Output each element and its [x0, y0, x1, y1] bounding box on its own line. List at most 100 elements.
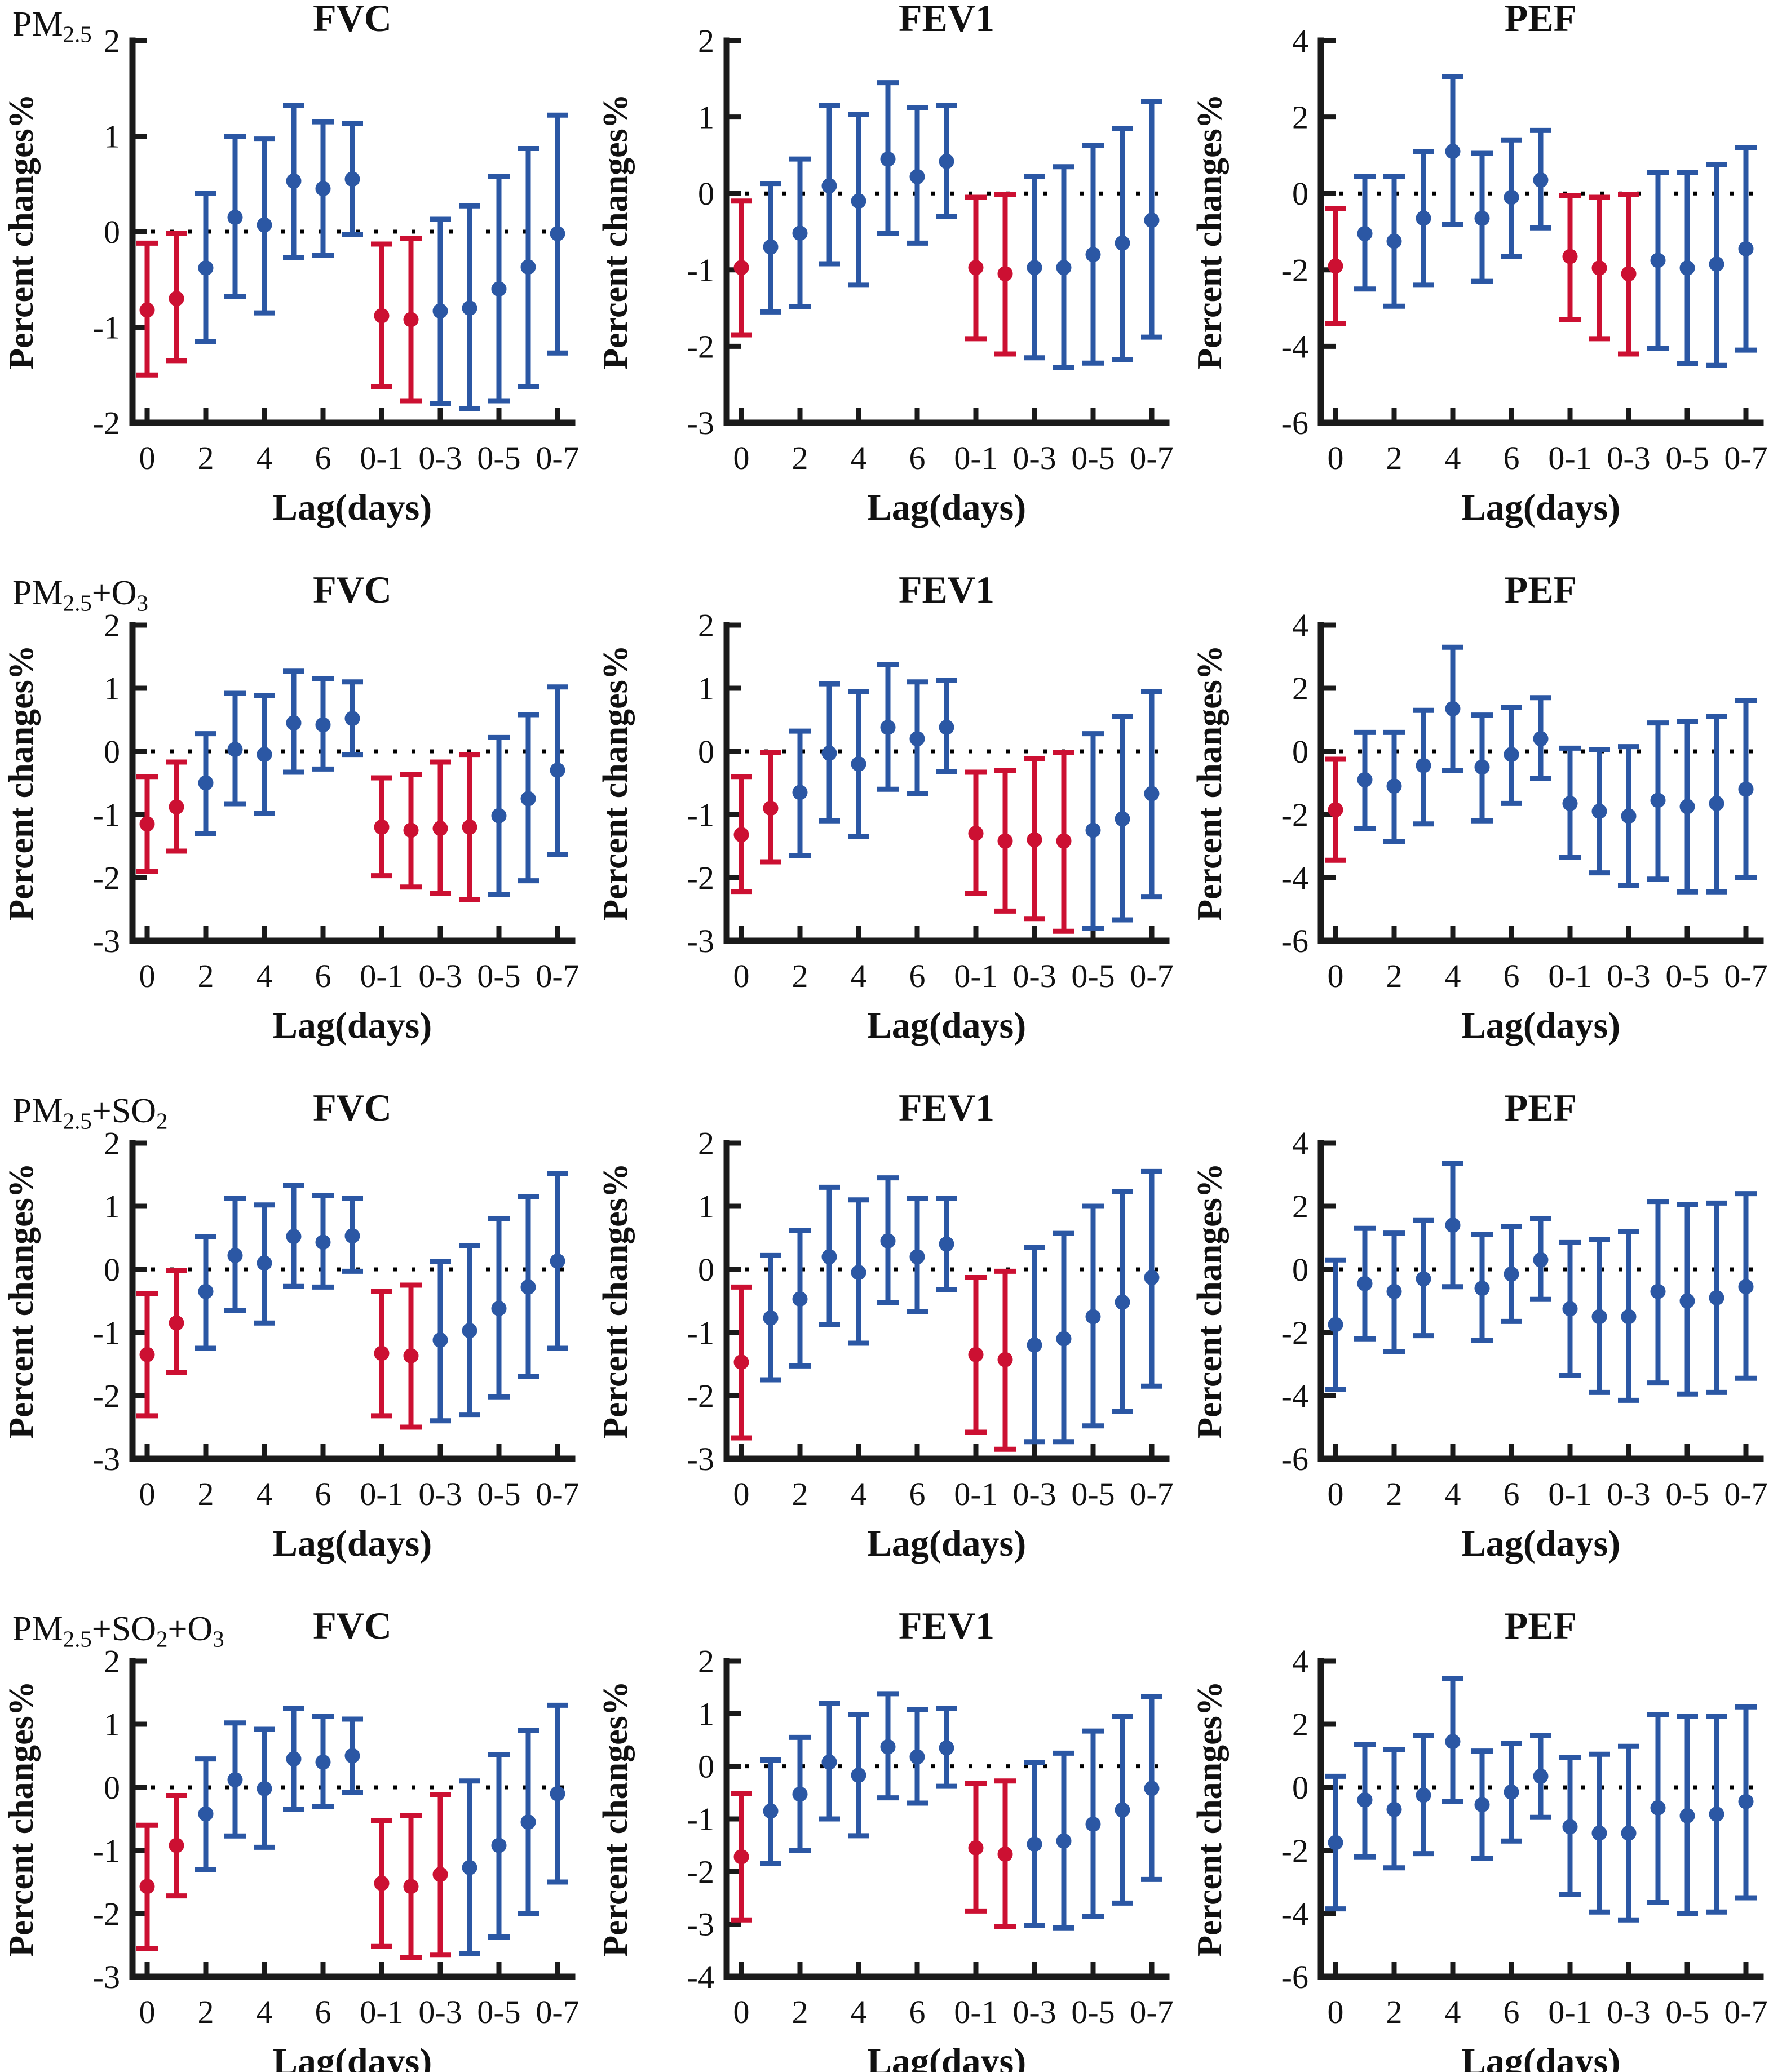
- point-estimate-dot: [491, 808, 507, 824]
- y-axis-label: Percent changes%: [596, 1681, 635, 1957]
- errorbar-pm25-o3-fvc-lag-0-4: [459, 752, 480, 902]
- y-tick-label: -2: [687, 328, 714, 365]
- y-tick-label: 1: [698, 99, 714, 136]
- row-label-pm25-so2: PM2.5+SO2: [12, 1093, 167, 1132]
- errorbar-pm25-fev1-lag-0-2: [994, 192, 1016, 357]
- panel-title-pm25-so2-o3-fvc: FVC: [313, 1604, 392, 1647]
- row-label-subscript: 2.5: [63, 590, 92, 616]
- errorbar-pm25-o3-fvc-lag-1: [166, 759, 187, 854]
- x-axis-label: Lag(days): [273, 2041, 432, 2072]
- panel-title-pm25-o3-pef: PEF: [1505, 568, 1577, 611]
- errorbar-pm25-so2-fev1-lag-0-6: [1112, 1189, 1133, 1414]
- point-estimate-dot: [1056, 1833, 1072, 1849]
- errorbar-pm25-o3-pef-lag-0: [1325, 756, 1346, 863]
- errorbar-pm25-so2-fev1-lag-0-1: [965, 1275, 987, 1435]
- point-estimate-dot: [997, 1352, 1013, 1367]
- point-estimate-dot: [315, 1234, 331, 1250]
- errorbar-pm25-fvc-lag-0-1: [371, 241, 392, 389]
- point-estimate-dot: [792, 1786, 808, 1802]
- x-tick-label: 4: [851, 1476, 867, 1512]
- y-tick-label: 2: [1292, 1706, 1308, 1743]
- point-estimate-dot: [1445, 701, 1461, 716]
- x-tick-label: 0: [733, 440, 750, 476]
- point-estimate-dot: [139, 816, 155, 832]
- point-estimate-dot: [169, 1838, 184, 1853]
- errorbar-pm25-fev1-lag-1: [760, 181, 781, 315]
- point-estimate-dot: [1328, 258, 1343, 274]
- errorbar-pm25-o3-fvc-lag-0: [136, 774, 158, 874]
- y-tick-label: -1: [687, 1801, 714, 1838]
- errorbar-pm25-so2-fvc-lag-0-7: [547, 1171, 568, 1351]
- x-tick-label: 0-7: [536, 1476, 579, 1512]
- errorbar-pm25-so2-fev1-lag-7: [936, 1195, 957, 1292]
- panel-title-pm25-so2-fev1: FEV1: [899, 1086, 994, 1129]
- point-estimate-dot: [733, 1849, 749, 1865]
- errorbar-pm25-so2-o3-fvc-lag-0-4: [459, 1778, 480, 1956]
- errorbar-pm25-o3-fev1-lag-5: [877, 661, 899, 792]
- errorbar-pm25-so2-fev1-lag-0-3: [1024, 1245, 1045, 1445]
- errorbar-pm25-o3-pef-lag-0-3: [1618, 744, 1639, 888]
- errorbar-pm25-so2-pef-lag-1: [1354, 1225, 1376, 1342]
- point-estimate-dot: [1650, 1800, 1666, 1816]
- x-tick-label: 0-7: [1130, 1476, 1173, 1512]
- errorbar-pm25-so2-o3-fvc-lag-6: [312, 1714, 334, 1809]
- errorbar-pm25-so2-fvc-lag-0-4: [459, 1243, 480, 1418]
- point-estimate-dot: [286, 1751, 302, 1767]
- y-tick-label: 0: [698, 175, 714, 212]
- x-tick-label: 4: [1445, 958, 1461, 994]
- y-tick-label: 2: [1292, 1188, 1308, 1225]
- errorbar-pm25-o3-fev1-lag-6: [907, 679, 928, 796]
- point-estimate-dot: [1085, 1309, 1101, 1325]
- point-estimate-dot: [1115, 1802, 1130, 1818]
- errorbar-pm25-so2-o3-fvc-lag-5: [283, 1706, 304, 1812]
- panel-title-pm25-fev1: FEV1: [899, 0, 994, 39]
- errorbar-pm25-pef-lag-0-1: [1559, 193, 1581, 322]
- x-tick-label: 0-1: [954, 440, 997, 476]
- errorbar-pm25-o3-pef-lag-5: [1471, 712, 1493, 824]
- errorbar-pm25-o3-fev1-lag-0-2: [994, 768, 1016, 914]
- point-estimate-dot: [1679, 799, 1695, 814]
- point-estimate-dot: [1709, 1807, 1724, 1822]
- errorbar-pm25-so2-o3-fev1-lag-0-5: [1082, 1728, 1104, 1919]
- point-estimate-dot: [763, 1803, 779, 1819]
- point-estimate-dot: [491, 281, 507, 297]
- y-tick-label: 0: [1292, 733, 1308, 770]
- errorbar-pm25-fev1-lag-5: [877, 80, 899, 236]
- point-estimate-dot: [550, 1786, 565, 1801]
- x-tick-label: 0-1: [360, 1476, 403, 1512]
- x-axis-label: Lag(days): [1461, 2041, 1620, 2072]
- point-estimate-dot: [198, 775, 214, 791]
- y-tick-label: 2: [104, 607, 120, 644]
- point-estimate-dot: [1709, 1290, 1724, 1305]
- point-estimate-dot: [1738, 781, 1754, 797]
- errorbar-pm25-pef-lag-0-7: [1735, 145, 1757, 353]
- errorbar-pm25-so2-o3-pef-lag-2: [1383, 1747, 1405, 1871]
- y-tick-label: -2: [93, 1896, 120, 1932]
- y-tick-label: -6: [1281, 1959, 1308, 1995]
- panel-pm25-so2-pef: PEF Percent changes% Lag(days) -6 -4 -2 0 2 4 0 2 4…: [1191, 1086, 1768, 1564]
- point-estimate-dot: [520, 1279, 536, 1295]
- point-estimate-dot: [1386, 1283, 1402, 1299]
- y-tick-label: -3: [687, 405, 714, 441]
- y-tick-label: -2: [93, 405, 120, 441]
- point-estimate-dot: [198, 1283, 214, 1299]
- errorbar-pm25-so2-pef-lag-0-6: [1706, 1200, 1727, 1395]
- point-estimate-dot: [374, 308, 390, 324]
- point-estimate-dot: [491, 1838, 507, 1853]
- y-tick-label: 2: [104, 1643, 120, 1680]
- x-tick-label: 4: [851, 958, 867, 994]
- point-estimate-dot: [1474, 1797, 1490, 1813]
- panel-title-pm25-so2-o3-pef: PEF: [1505, 1604, 1577, 1647]
- x-tick-label: 2: [198, 1476, 214, 1512]
- point-estimate-dot: [550, 763, 565, 778]
- errorbar-pm25-so2-o3-fvc-lag-7: [342, 1716, 363, 1795]
- x-tick-label: 0-7: [536, 958, 579, 994]
- point-estimate-dot: [1650, 793, 1666, 808]
- point-estimate-dot: [1445, 1217, 1461, 1233]
- errorbar-pm25-fev1-lag-0: [731, 198, 752, 338]
- x-tick-label: 0-1: [360, 1994, 403, 2030]
- errorbar-pm25-so2-o3-fvc-lag-4: [254, 1726, 275, 1850]
- point-estimate-dot: [315, 181, 331, 197]
- point-estimate-dot: [1474, 210, 1490, 226]
- point-estimate-dot: [763, 239, 779, 255]
